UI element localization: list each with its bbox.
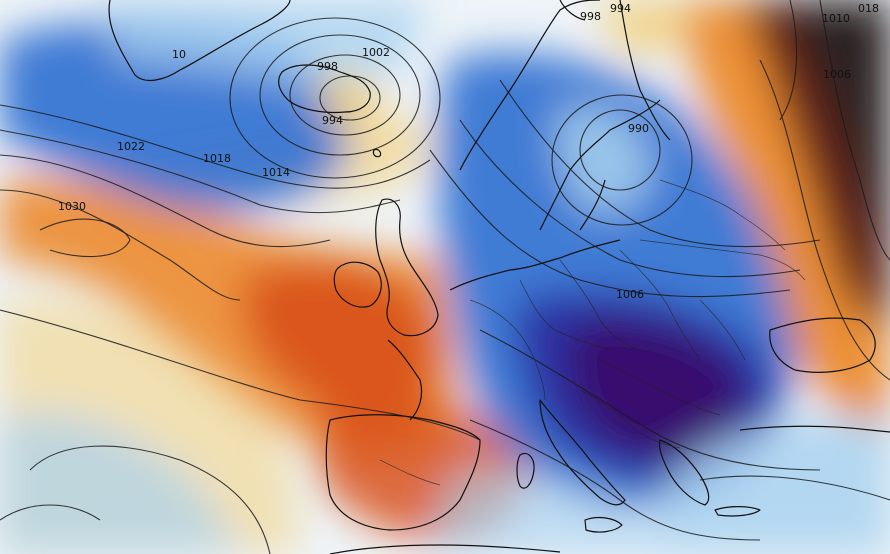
isobar-southeast bbox=[699, 475, 890, 501]
isobar-europe-3 bbox=[499, 79, 821, 248]
isobar-label-994b: 994 bbox=[610, 2, 631, 15]
field-balkans-purple bbox=[568, 317, 745, 461]
field-southwest-white bbox=[0, 413, 240, 554]
isobar-low-1002 bbox=[289, 54, 401, 136]
isobar-label-994: 994 bbox=[322, 114, 343, 127]
field-east-dark bbox=[780, 0, 890, 260]
isobar-baltic-low-990 bbox=[579, 109, 661, 191]
coast-france-west bbox=[387, 339, 423, 421]
coast-continent-north bbox=[449, 239, 621, 291]
isobar-1022 bbox=[0, 154, 331, 248]
isobar-balkans-2 bbox=[469, 419, 761, 541]
coast-italy bbox=[539, 399, 626, 506]
field-greenland-light bbox=[100, 0, 422, 90]
isobar-south-2 bbox=[29, 445, 271, 554]
field-southeast-light bbox=[640, 416, 890, 554]
coast-ireland bbox=[333, 261, 382, 308]
isobar-label-998: 998 bbox=[317, 60, 338, 73]
coast-greece bbox=[658, 439, 710, 506]
border-3 bbox=[559, 259, 641, 351]
coast-finland bbox=[619, 0, 671, 141]
isobar-balkans-1 bbox=[479, 329, 821, 471]
isobar-label-1022: 1022 bbox=[117, 140, 145, 153]
coast-sicily bbox=[584, 516, 623, 533]
border-2 bbox=[519, 279, 611, 351]
coast-north-africa bbox=[329, 544, 561, 554]
isobar-1014 bbox=[0, 104, 431, 189]
border-5 bbox=[599, 359, 721, 416]
isobar-1030 bbox=[39, 218, 131, 258]
isobar-baltic-low-994 bbox=[551, 94, 693, 226]
border-8 bbox=[659, 179, 786, 251]
isobar-label-1002: 1002 bbox=[362, 46, 390, 59]
isobar-label-1014: 1014 bbox=[262, 166, 290, 179]
isobar-labels: 10 998 994 1002 1022 1018 1014 1030 998 … bbox=[58, 2, 879, 301]
coast-turkey bbox=[739, 425, 890, 433]
border-4 bbox=[619, 249, 701, 361]
isobar-south-3 bbox=[0, 504, 101, 521]
coast-black-sea bbox=[769, 317, 876, 373]
isobar-europe-1 bbox=[429, 149, 791, 298]
field-south-blue bbox=[430, 470, 640, 554]
isobar-europe-2 bbox=[459, 119, 801, 278]
border-10 bbox=[379, 459, 441, 486]
isobar-1018 bbox=[0, 129, 401, 214]
isobar-east-1 bbox=[759, 59, 890, 381]
isobar-east-2 bbox=[819, 0, 890, 261]
field-iceland-yellow bbox=[318, 70, 385, 129]
coast-iberia bbox=[325, 414, 481, 531]
isobar-label-998b: 998 bbox=[580, 10, 601, 23]
isobar-label-018: 018 bbox=[858, 2, 879, 15]
border-6 bbox=[579, 389, 681, 449]
coast-scandinavia bbox=[459, 0, 661, 231]
isobar-south-1 bbox=[0, 309, 481, 441]
country-borders bbox=[379, 179, 806, 486]
coast-crete bbox=[714, 506, 761, 517]
field-scandinavia-light bbox=[558, 107, 650, 213]
isobar-label-1018: 1018 bbox=[203, 152, 231, 165]
isobar-label-990: 990 bbox=[628, 122, 649, 135]
coast-sardinia bbox=[516, 452, 535, 489]
coastlines bbox=[108, 0, 890, 554]
coast-iceland bbox=[278, 64, 371, 114]
isobar-east-3 bbox=[779, 0, 798, 121]
coast-svalbard-ish bbox=[559, 0, 586, 21]
isobar-label-1006b: 1006 bbox=[616, 288, 644, 301]
coast-britain bbox=[375, 198, 439, 337]
isobar-label-1006: 1006 bbox=[823, 68, 851, 81]
coast-faroe bbox=[372, 148, 382, 158]
border-1 bbox=[469, 299, 546, 401]
isobar-low-1010 bbox=[229, 17, 441, 179]
border-9 bbox=[699, 299, 746, 361]
isobar-low-1006 bbox=[259, 34, 421, 156]
isobar-label-10: 10 bbox=[172, 48, 186, 61]
coast-greenland bbox=[108, 0, 291, 82]
isobar-label-1030: 1030 bbox=[58, 200, 86, 213]
border-7 bbox=[639, 239, 806, 281]
isobar-1026 bbox=[0, 189, 241, 301]
isobar-label-1010: 1010 bbox=[822, 12, 850, 25]
